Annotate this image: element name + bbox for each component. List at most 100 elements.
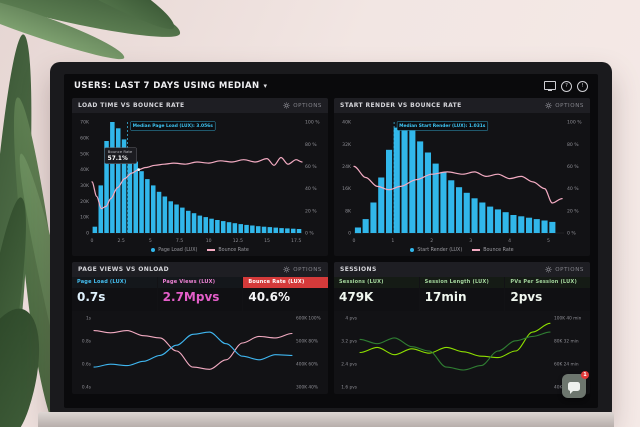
panel-title: SESSIONS	[340, 266, 377, 273]
svg-text:60 %: 60 %	[305, 164, 317, 170]
svg-text:400K 60%: 400K 60%	[296, 362, 318, 368]
svg-text:60K 24 min: 60K 24 min	[554, 362, 579, 368]
svg-text:7.5: 7.5	[176, 238, 183, 244]
svg-text:5: 5	[547, 238, 550, 244]
metric-tab-session-length[interactable]: Session Length (LUX) 17min	[419, 277, 505, 311]
dashboard-header: USERS: LAST 7 DAYS USING MEDIAN ▾ ? !	[64, 74, 598, 98]
dashboard-screen: USERS: LAST 7 DAYS USING MEDIAN ▾ ? ! LO…	[64, 74, 598, 408]
panel-title: START RENDER VS BOUNCE RATE	[340, 102, 462, 109]
svg-text:Bounce Rate: Bounce Rate	[108, 149, 133, 154]
svg-text:8K: 8K	[345, 208, 352, 214]
svg-text:40 %: 40 %	[567, 186, 579, 192]
svg-text:2.5: 2.5	[118, 238, 125, 244]
svg-text:2.4 pvs: 2.4 pvs	[341, 362, 357, 368]
svg-text:1s: 1s	[86, 316, 92, 322]
svg-text:24K: 24K	[342, 164, 352, 170]
svg-text:600K 100%: 600K 100%	[296, 316, 321, 322]
svg-text:3: 3	[469, 238, 472, 244]
gear-icon	[545, 266, 552, 273]
svg-text:70K: 70K	[80, 120, 90, 126]
load-time-chart[interactable]: 70K 60K 50K 40K 30K 20K 10K 0 100 % 80 % 60 % 40 % 2…	[72, 113, 328, 244]
metric-tab-page-load[interactable]: Page Load (LUX) 0.7s	[72, 277, 157, 311]
panel-header: SESSIONS OPTIONS	[334, 262, 590, 277]
chat-icon	[568, 381, 580, 394]
svg-text:0 %: 0 %	[305, 231, 314, 237]
series-line-icon	[207, 249, 216, 251]
start-render-chart[interactable]: 40K 32K 24K 16K 8K 0 100 % 80 % 60 % 40 % 20 % 0 % 0…	[334, 113, 590, 244]
svg-text:0: 0	[348, 231, 351, 237]
svg-text:20 %: 20 %	[567, 208, 579, 214]
svg-text:12.5: 12.5	[233, 238, 243, 244]
metric-tab-sessions[interactable]: Sessions (LUX) 479K	[334, 277, 419, 311]
svg-text:0.8s: 0.8s	[82, 339, 92, 345]
options-button[interactable]: OPTIONS	[283, 266, 322, 273]
panel-title: PAGE VIEWS VS ONLOAD	[78, 266, 169, 273]
svg-text:50K: 50K	[80, 151, 90, 157]
metric-tab-bounce-rate[interactable]: Bounce Rate (LUX) 40.6%	[243, 277, 328, 311]
metric-tab-page-views[interactable]: Page Views (LUX) 2.7Mpvs	[157, 277, 243, 311]
svg-text:80K 32 min: 80K 32 min	[554, 339, 579, 345]
svg-text:10K: 10K	[80, 215, 90, 221]
panel-header: PAGE VIEWS VS ONLOAD OPTIONS	[72, 262, 328, 277]
panel-load-time: LOAD TIME VS BOUNCE RATE OPTIONS 70K 60K 5…	[72, 98, 328, 256]
notification-badge: 1	[581, 371, 589, 379]
svg-text:3.2 pvs: 3.2 pvs	[341, 339, 357, 345]
svg-text:100K 40 min: 100K 40 min	[554, 316, 582, 322]
svg-text:40K: 40K	[80, 167, 90, 173]
metric-value: 479K	[334, 288, 419, 311]
legend-page-load: Page Load (LUX)	[151, 248, 197, 253]
options-button[interactable]: OPTIONS	[283, 102, 322, 109]
svg-text:60K: 60K	[80, 135, 90, 141]
chat-button[interactable]: 1	[562, 371, 589, 398]
series-dot-icon	[410, 248, 415, 252]
svg-text:Median Start Render (LUX): 1.0: Median Start Render (LUX): 1.031s	[399, 123, 486, 129]
svg-text:57.1%: 57.1%	[108, 156, 128, 162]
notifications-icon[interactable]: !	[577, 80, 588, 92]
panel-header: START RENDER VS BOUNCE RATE OPTIONS	[334, 98, 590, 113]
page-views-chart[interactable]: 1s 0.8s 0.6s 0.4s 600K 100% 500K 80% 400K 60% 3…	[72, 311, 328, 394]
chart-legend: Start Render (LUX) Bounce Rate	[334, 244, 590, 256]
chevron-down-icon: ▾	[263, 82, 268, 90]
svg-text:0: 0	[353, 238, 356, 244]
svg-text:1.6 pvs: 1.6 pvs	[341, 385, 357, 391]
metric-tabs: Page Load (LUX) 0.7s Page Views (LUX) 2.…	[72, 277, 328, 311]
svg-text:20 %: 20 %	[305, 208, 317, 214]
panel-sessions: SESSIONS OPTIONS Sessions (LUX) 479K Ses…	[334, 262, 590, 394]
metric-tabs: Sessions (LUX) 479K Session Length (LUX)…	[334, 277, 590, 311]
gear-icon	[545, 102, 552, 109]
sessions-chart[interactable]: 4 pvs 3.2 pvs 2.4 pvs 1.6 pvs 100K 40 min 80K…	[334, 311, 590, 394]
svg-text:10: 10	[206, 238, 212, 244]
header-icons: ? !	[544, 80, 588, 92]
svg-text:60 %: 60 %	[567, 164, 579, 170]
legend-bounce-rate: Bounce Rate	[472, 248, 514, 253]
svg-text:40 %: 40 %	[305, 186, 317, 192]
laptop-screen: USERS: LAST 7 DAYS USING MEDIAN ▾ ? ! LO…	[50, 62, 612, 420]
svg-text:100 %: 100 %	[567, 120, 582, 126]
svg-text:30K: 30K	[80, 183, 90, 189]
svg-text:100 %: 100 %	[305, 120, 320, 126]
metric-value: 2pvs	[505, 288, 590, 311]
options-button[interactable]: OPTIONS	[545, 266, 584, 273]
svg-text:1: 1	[391, 238, 394, 244]
svg-text:4 pvs: 4 pvs	[345, 316, 357, 322]
svg-text:0: 0	[86, 231, 89, 237]
svg-text:4: 4	[508, 238, 511, 244]
metric-value: 0.7s	[72, 288, 157, 311]
svg-text:0 %: 0 %	[567, 231, 576, 237]
svg-text:0.6s: 0.6s	[82, 362, 92, 368]
display-icon[interactable]	[544, 80, 556, 92]
svg-text:300K 40%: 300K 40%	[296, 385, 318, 391]
svg-text:32K: 32K	[342, 142, 352, 148]
svg-text:20K: 20K	[80, 199, 90, 205]
panel-start-render: START RENDER VS BOUNCE RATE OPTIONS 40K 3…	[334, 98, 590, 256]
svg-text:500K 80%: 500K 80%	[296, 339, 318, 345]
svg-text:2: 2	[430, 238, 433, 244]
svg-text:40K: 40K	[342, 120, 352, 126]
options-button[interactable]: OPTIONS	[545, 102, 584, 109]
svg-text:0.4s: 0.4s	[82, 385, 92, 391]
metric-value: 17min	[419, 288, 505, 311]
help-icon[interactable]: ?	[561, 80, 572, 92]
dashboard-title-dropdown[interactable]: USERS: LAST 7 DAYS USING MEDIAN ▾	[74, 81, 267, 91]
metric-tab-pvs-per-session[interactable]: PVs Per Session (LUX) 2pvs	[505, 277, 590, 311]
